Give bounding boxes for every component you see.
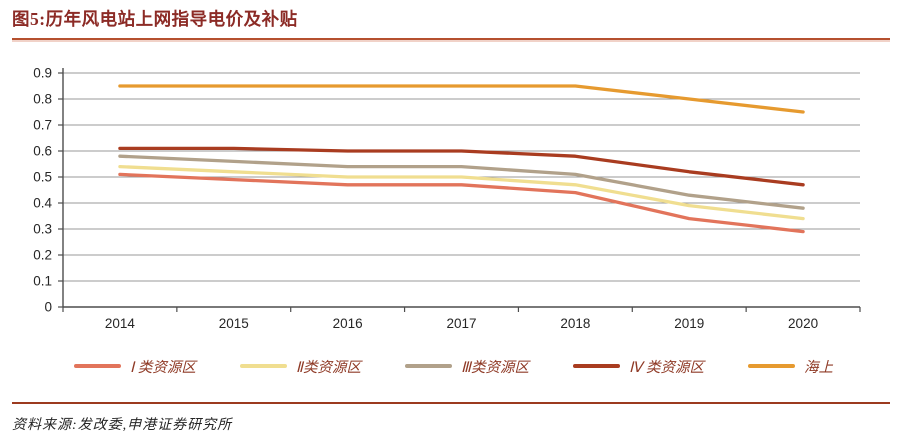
- legend-swatch: [405, 364, 453, 368]
- line-chart: 0 0.1 0.2 0.3 0.4 0.5 0.6 0.7 0.8 0.9 2014 2015 2016…: [33, 66, 861, 331]
- x-axis-year-label: 2018: [560, 316, 590, 331]
- legend-item: Ⅰ 类资源区: [73, 356, 196, 377]
- y-axis-tick-label: 0.3: [33, 222, 52, 237]
- legend-label: Ⅱ类资源区: [295, 359, 362, 376]
- legend-item: Ⅱ类资源区: [239, 356, 362, 377]
- series-line-1: [118, 164, 805, 221]
- y-axis-tick-label: 0.8: [33, 92, 52, 107]
- legend-label: Ⅲ类资源区: [461, 359, 530, 376]
- series-line-2: [118, 154, 805, 210]
- series-line-4: [118, 84, 805, 114]
- y-axis-tick-label: 0.6: [33, 144, 52, 159]
- legend-label: Ⅰ 类资源区: [129, 359, 196, 376]
- legend-item: 海上: [748, 356, 833, 377]
- series-line-3: [118, 146, 805, 187]
- y-axis-tick-label: 0.7: [33, 118, 52, 133]
- x-axis-year-label: 2015: [219, 316, 249, 331]
- legend-label: 海上: [804, 359, 834, 376]
- y-axis-tick-label: 0: [44, 300, 52, 315]
- legend-swatch: [748, 364, 796, 368]
- legend-label: Ⅳ 类资源区: [629, 359, 705, 376]
- figure-title: 图5:历年风电站上网指导电价及补贴: [12, 9, 298, 29]
- x-axis-year-label: 2014: [105, 316, 136, 331]
- legend-swatch: [73, 364, 121, 368]
- x-axis-year-label: 2017: [446, 316, 476, 331]
- y-axis-tick-label: 0.1: [33, 274, 52, 289]
- legend-swatch: [573, 364, 621, 368]
- y-axis-tick-label: 0.2: [33, 248, 52, 263]
- legend-item: Ⅳ 类资源区: [573, 356, 704, 377]
- x-axis-year-label: 2020: [788, 316, 818, 331]
- legend-item: Ⅲ类资源区: [405, 356, 529, 377]
- series-line-0: [118, 172, 805, 234]
- x-axis-year-label: 2019: [674, 316, 704, 331]
- title-rule: [12, 38, 890, 40]
- x-axis-year-label: 2016: [333, 316, 363, 331]
- source-note: 资料来源:发改委,申港证券研究所: [12, 418, 233, 433]
- y-axis-tick-label: 0.5: [33, 170, 52, 185]
- y-axis-tick-label: 0.9: [33, 66, 52, 81]
- chart-legend: Ⅰ 类资源区 Ⅱ类资源区 Ⅲ类资源区 Ⅳ 类资源区 海上: [0, 351, 907, 381]
- legend-swatch: [239, 364, 287, 368]
- footer-rule: [12, 402, 890, 404]
- y-axis-tick-label: 0.4: [33, 196, 52, 211]
